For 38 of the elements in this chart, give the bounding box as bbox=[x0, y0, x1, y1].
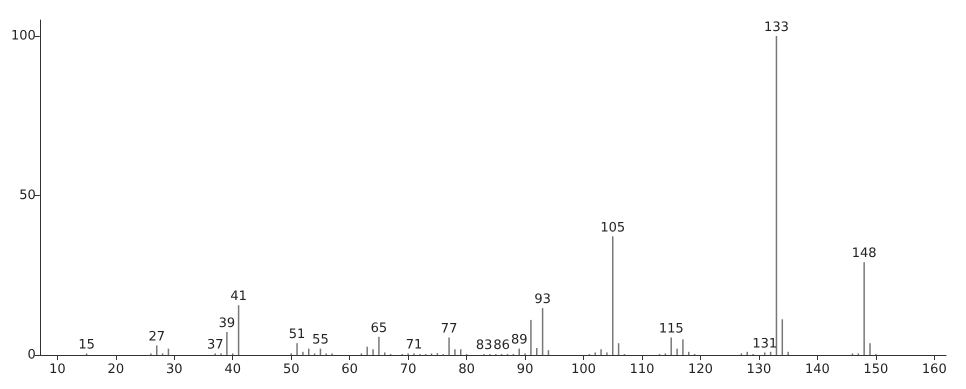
annotation: 65 bbox=[370, 320, 388, 336]
annotation: 37 bbox=[206, 337, 224, 352]
x-tick-label: 50 bbox=[282, 362, 300, 377]
x-tick-label: 130 bbox=[746, 362, 772, 377]
y-tick-label: 50 bbox=[19, 188, 36, 203]
x-tick-label: 40 bbox=[224, 362, 242, 377]
x-tick-label: 90 bbox=[516, 362, 534, 377]
x-tick-label: 20 bbox=[108, 362, 124, 377]
annotation: 148 bbox=[852, 246, 877, 262]
x-tick-label: 160 bbox=[922, 362, 947, 377]
annotation: 77 bbox=[440, 321, 458, 336]
annotation: 41 bbox=[230, 289, 247, 304]
annotation: 133 bbox=[764, 20, 789, 35]
x-tick-label: 120 bbox=[688, 362, 713, 377]
x-tick-label: 140 bbox=[804, 362, 830, 377]
annotation: 55 bbox=[312, 332, 329, 348]
y-tick-label: 100 bbox=[10, 28, 36, 44]
x-tick-label: 150 bbox=[863, 362, 888, 377]
annotation: 83 bbox=[476, 338, 492, 354]
x-tick-label: 100 bbox=[571, 362, 596, 377]
x-tick-label: 60 bbox=[341, 362, 358, 377]
annotation: 39 bbox=[218, 316, 236, 332]
annotation: 105 bbox=[600, 220, 626, 236]
x-tick-label: 80 bbox=[458, 362, 475, 377]
x-tick-label: 30 bbox=[166, 362, 183, 377]
annotation: 27 bbox=[148, 329, 166, 344]
y-tick-label: 0 bbox=[28, 348, 36, 362]
x-tick-label: 70 bbox=[400, 362, 416, 377]
x-tick-label: 110 bbox=[630, 362, 654, 377]
annotation: 15 bbox=[78, 337, 95, 352]
annotation: 93 bbox=[534, 292, 551, 308]
x-tick-label: 10 bbox=[49, 362, 66, 377]
annotation: 89 bbox=[510, 332, 528, 348]
annotation: 71 bbox=[406, 337, 422, 352]
annotation: 115 bbox=[658, 321, 684, 336]
annotation: 51 bbox=[288, 327, 306, 342]
annotation: 131 bbox=[752, 336, 778, 352]
annotation: 86 bbox=[493, 338, 510, 354]
